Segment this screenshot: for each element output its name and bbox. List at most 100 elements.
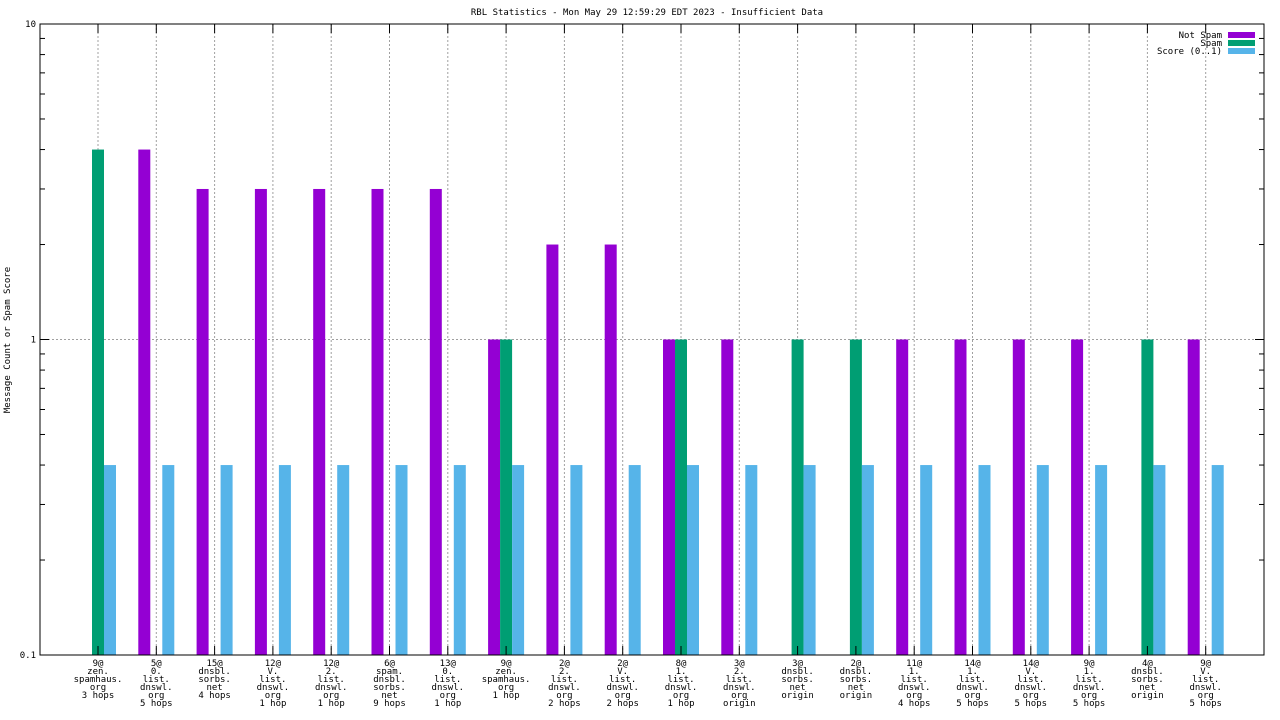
bar-not-spam bbox=[721, 339, 734, 655]
bar-not-spam bbox=[313, 188, 326, 655]
x-tick-label-line: 5 hops bbox=[1073, 699, 1106, 709]
bar-score-0-1 bbox=[628, 465, 641, 655]
x-tick-label-line: dnsbl. bbox=[781, 667, 814, 677]
x-tick-label-line: 6@ bbox=[384, 659, 395, 669]
bar-score-0-1 bbox=[278, 465, 291, 655]
x-tick-label-line: org bbox=[440, 691, 456, 701]
x-tick-label-line: 3@ bbox=[792, 659, 803, 669]
x-tick-label-line: org bbox=[1023, 691, 1039, 701]
chart-title: RBL Statistics - Mon May 29 12:59:29 EDT… bbox=[471, 8, 823, 18]
x-tick-label-line: 2@ bbox=[617, 659, 628, 669]
bar-not-spam bbox=[954, 339, 967, 655]
bar-score-0-1 bbox=[512, 465, 525, 655]
x-tick-label: 12@ 2. list. dnswl. org 1 hop bbox=[315, 659, 348, 709]
x-tick-label-line: spamhaus. bbox=[74, 675, 123, 685]
x-tick-label-line: 1 hop bbox=[259, 699, 286, 709]
bar-not-spam bbox=[196, 188, 209, 655]
bar-score-0-1 bbox=[453, 465, 466, 655]
y-tick-label: 0.1 bbox=[20, 651, 36, 661]
x-tick-label-line: 3@ bbox=[734, 659, 745, 669]
x-tick-label-line: 1. bbox=[1084, 667, 1095, 677]
bar-score-0-1 bbox=[337, 465, 350, 655]
x-tick-label-line: 2@ bbox=[850, 659, 861, 669]
x-tick-label-line: 14@ bbox=[964, 659, 981, 669]
x-tick-label: 4@ dnsbl. sorbs. net origin bbox=[1131, 659, 1164, 701]
x-tick-label: 2@ V. list. dnswl. org 2 hops bbox=[606, 659, 639, 709]
x-tick-label-line: org bbox=[1198, 691, 1214, 701]
x-tick-label-line: 15@ bbox=[206, 659, 223, 669]
x-tick-label-line: sorbs. bbox=[1131, 675, 1164, 685]
x-tick-label-line: dnswl. bbox=[315, 683, 348, 693]
bar-score-0-1 bbox=[861, 465, 874, 655]
x-tick-label-line: sorbs. bbox=[198, 675, 231, 685]
x-tick-label-line: origin bbox=[723, 699, 756, 709]
bar-not-spam bbox=[604, 244, 617, 656]
x-tick-label-line: 1. bbox=[967, 667, 978, 677]
x-tick-label-line: 5 hops bbox=[140, 699, 173, 709]
x-tick-label-line: dnsbl. bbox=[1131, 667, 1164, 677]
x-tick-label-line: dnswl. bbox=[723, 683, 756, 693]
bar-not-spam bbox=[546, 244, 559, 656]
x-tick-label: 11@ 1. list. dnswl. org 4 hops bbox=[898, 659, 931, 709]
x-tick-label-line: 4 hops bbox=[898, 699, 931, 709]
x-tick-label-line: 9 hops bbox=[373, 699, 406, 709]
x-tick-label: 9@ zen. spamhaus. org 3 hops bbox=[74, 659, 123, 701]
bar-not-spam bbox=[371, 188, 384, 655]
x-tick-label-line: org bbox=[498, 683, 514, 693]
x-tick-label-line: 2. bbox=[326, 667, 337, 677]
x-tick-label-line: org bbox=[148, 691, 164, 701]
x-tick-label-line: dnswl. bbox=[432, 683, 465, 693]
bar-spam bbox=[500, 339, 513, 655]
x-tick-label: 3@ dnsbl. sorbs. net origin bbox=[781, 659, 814, 701]
x-tick-label-line: 13@ bbox=[440, 659, 457, 669]
x-tick-label-line: 5 hops bbox=[1189, 699, 1222, 709]
x-tick-label-line: 8@ bbox=[676, 659, 687, 669]
x-tick-label-line: spamhaus. bbox=[482, 675, 531, 685]
bar-score-0-1 bbox=[920, 465, 933, 655]
x-tick-label-line: 2. bbox=[559, 667, 570, 677]
x-tick-label-line: 1 hop bbox=[493, 691, 520, 701]
legend-label: Not Spam bbox=[1179, 31, 1222, 41]
x-tick-label-line: 9@ bbox=[1084, 659, 1095, 669]
x-tick-label: 5@ 0. list. dnswl. org 5 hops bbox=[140, 659, 173, 709]
bar-score-0-1 bbox=[803, 465, 816, 655]
x-tick-label-line: list. bbox=[901, 675, 928, 685]
bar-score-0-1 bbox=[570, 465, 583, 655]
x-tick-label-line: dnsbl. bbox=[840, 667, 873, 677]
bar-not-spam bbox=[1187, 339, 1200, 655]
x-tick-label-line: org bbox=[673, 691, 689, 701]
x-tick-label-line: list. bbox=[434, 675, 461, 685]
x-tick-label-line: 1 hop bbox=[318, 699, 345, 709]
x-tick-label: 3@ 2. list. dnswl. org origin bbox=[723, 659, 756, 709]
x-tick-label-line: org bbox=[323, 691, 339, 701]
bar-score-0-1 bbox=[1036, 465, 1049, 655]
x-tick-label-line: V. bbox=[1025, 667, 1036, 677]
bar-score-0-1 bbox=[1211, 465, 1224, 655]
x-tick-label: 14@ 1. list. dnswl. org 5 hops bbox=[956, 659, 989, 709]
x-tick-label-line: list. bbox=[259, 675, 286, 685]
bar-score-0-1 bbox=[220, 465, 233, 655]
x-tick-label-line: net bbox=[1139, 683, 1155, 693]
x-tick-label-line: dnswl. bbox=[898, 683, 931, 693]
x-tick-label-line: 9@ bbox=[93, 659, 104, 669]
x-tick-label: 13@ 0. list. dnswl. org 1 hop bbox=[432, 659, 465, 709]
legend-swatch bbox=[1228, 48, 1255, 54]
x-tick-label-line: list. bbox=[143, 675, 170, 685]
x-tick-label-line: 2. bbox=[734, 667, 745, 677]
bar-score-0-1 bbox=[745, 465, 758, 655]
x-tick-label-line: list. bbox=[726, 675, 753, 685]
bar-not-spam bbox=[663, 339, 675, 655]
x-tick-label-line: list. bbox=[1017, 675, 1044, 685]
y-tick-label: 10 bbox=[25, 20, 36, 30]
bar-score-0-1 bbox=[1153, 465, 1166, 655]
x-tick-label-line: org bbox=[731, 691, 747, 701]
x-tick-label-line: list. bbox=[609, 675, 636, 685]
bar-score-0-1 bbox=[104, 465, 116, 655]
x-tick-label-line: 5 hops bbox=[1015, 699, 1048, 709]
bar-score-0-1 bbox=[162, 465, 175, 655]
x-tick-label-line: V. bbox=[1200, 667, 1211, 677]
bars-layer bbox=[92, 149, 1224, 656]
